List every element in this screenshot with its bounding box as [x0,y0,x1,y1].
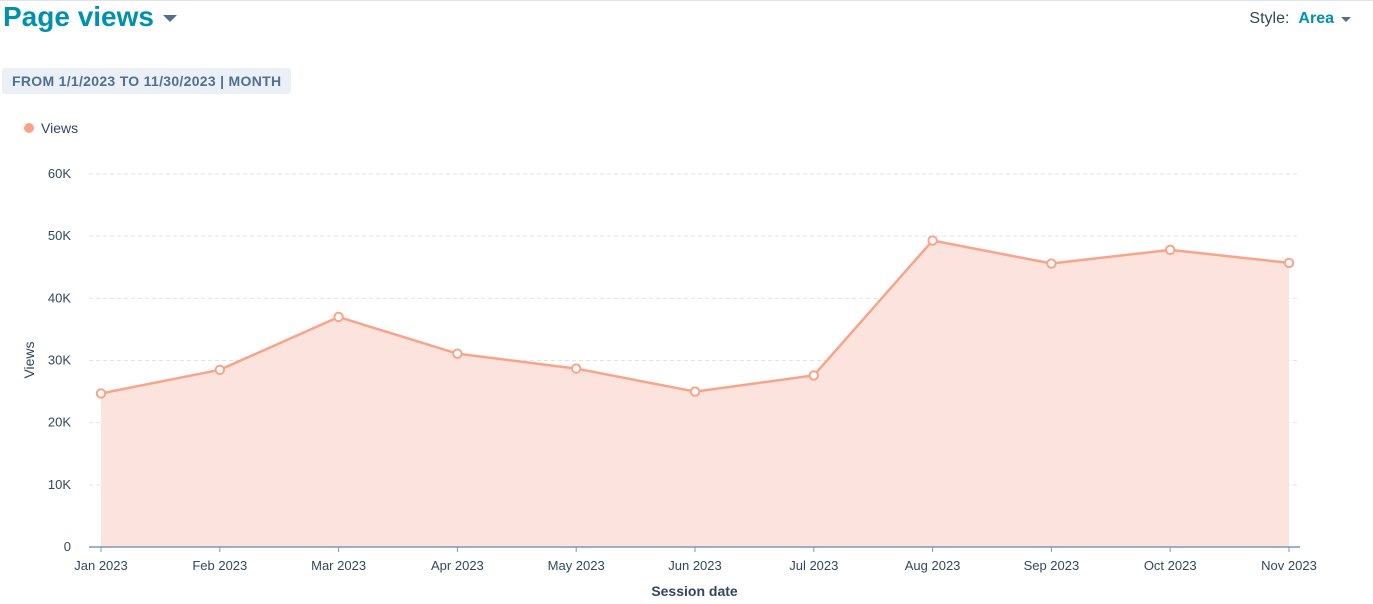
x-tick-label: Jun 2023 [668,558,722,573]
data-point [333,311,344,323]
y-tick-label: 50K [48,228,71,243]
y-tick-label: 10K [48,477,71,492]
y-tick-label: 0 [64,539,71,554]
y-axis-title: Views [21,341,37,378]
data-point [1165,244,1176,256]
x-tick-label: Oct 2023 [1144,558,1197,573]
page-title: Page views [3,1,154,32]
data-point [808,370,819,381]
style-label: Style: [1249,10,1290,27]
x-tick-label: Sep 2023 [1024,558,1080,573]
data-point [689,386,701,397]
chevron-down-icon [1341,16,1351,22]
x-tick-label: May 2023 [548,558,605,573]
x-tick-label: Jul 2023 [789,558,838,573]
legend-marker [24,123,34,133]
style-value: Area [1298,10,1334,27]
top-divider [0,0,1373,1]
x-axis-title: Session date [651,583,738,599]
style-dropdown[interactable]: Area [1298,10,1351,28]
date-range-filter[interactable]: FROM 1/1/2023 TO 11/30/2023 | MONTH [2,68,292,94]
y-tick-label: 20K [48,415,71,430]
data-point [1283,257,1295,269]
y-tick-label: 40K [48,290,71,305]
data-point [571,363,582,374]
data-point [452,348,463,359]
legend-label: Views [41,120,79,136]
x-tick-label: Aug 2023 [905,558,961,573]
x-tick-label: Nov 2023 [1261,558,1317,573]
chart-legend: Views [24,120,78,136]
y-tick-label: 30K [48,353,71,368]
x-tick-label: Apr 2023 [431,558,484,573]
report-title-dropdown[interactable]: Page views [3,0,177,34]
x-tick-label: Jan 2023 [74,558,128,573]
data-point [214,364,226,376]
data-point [1046,258,1057,269]
y-tick-label: 60K [48,166,71,181]
x-tick-label: Mar 2023 [311,558,366,573]
data-point [95,388,107,399]
x-tick-label: Feb 2023 [192,558,247,573]
data-point [927,235,938,246]
chevron-down-icon [162,14,177,22]
style-selector: Style: Area [1249,10,1351,28]
